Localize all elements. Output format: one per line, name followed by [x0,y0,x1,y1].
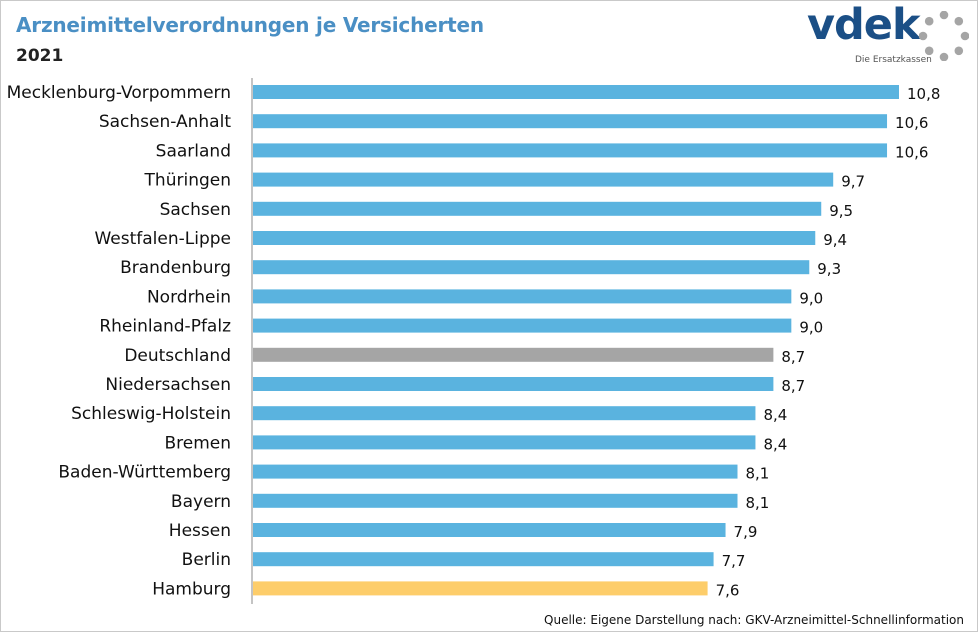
bar-12 [253,435,756,450]
category-label-11: Schleswig-Holstein [71,404,231,424]
value-label-11: 8,4 [763,406,787,424]
value-label-16: 7,7 [722,552,746,570]
category-label-0: Mecklenburg-Vorpommern [7,83,231,103]
category-label-15: Hessen [169,521,231,541]
value-label-4: 9,5 [829,202,853,220]
value-label-14: 8,1 [746,494,770,512]
bar-15 [253,523,726,537]
bar-4 [253,201,822,216]
category-label-2: Saarland [156,141,231,161]
category-label-10: Niedersachsen [105,375,231,395]
category-label-7: Nordrhein [147,287,231,307]
value-label-0: 10,8 [907,85,940,103]
value-label-5: 9,4 [823,231,847,249]
logo-ring-icon [919,11,969,61]
bar-16 [253,552,714,567]
category-label-9: Deutschland [124,346,231,366]
source-note: Quelle: Eigene Darstellung nach: GKV-Arz… [544,613,964,627]
value-label-9: 8,7 [781,348,805,366]
value-label-17: 7,6 [716,581,740,599]
bar-0 [253,85,899,99]
category-label-17: Hamburg [152,579,231,599]
category-label-13: Baden-Württemberg [58,463,231,483]
bar-11 [253,406,756,421]
value-label-12: 8,4 [763,435,787,453]
value-label-3: 9,7 [841,173,865,191]
category-label-3: Thüringen [144,171,231,191]
value-label-15: 7,9 [734,523,758,541]
bar-7 [253,289,792,304]
value-label-13: 8,1 [746,465,770,483]
bar-13 [253,464,738,479]
chart-title: Arzneimittelverordnungen je Versicherten [16,13,484,37]
category-label-16: Berlin [182,550,231,570]
value-label-8: 9,0 [799,319,823,337]
bar-8 [253,318,792,333]
chart-subtitle: 2021 [16,46,64,66]
value-label-2: 10,6 [895,143,928,161]
logo-wordmark: vdek [807,0,921,50]
bar-2 [253,143,888,158]
logo-tagline: Die Ersatzkassen [855,55,932,65]
bar-14 [253,493,738,508]
category-label-12: Bremen [164,433,231,453]
category-label-8: Rheinland-Pfalz [99,317,231,337]
category-label-1: Sachsen-Anhalt [99,112,231,132]
vdek-logo: vdek Die Ersatzkassen [805,0,970,70]
value-label-1: 10,6 [895,114,928,132]
category-label-4: Sachsen [160,200,231,220]
bar-9 [253,347,774,362]
value-label-7: 9,0 [799,289,823,307]
value-label-6: 9,3 [817,260,841,278]
bar-6 [253,260,810,275]
bar-10 [253,377,774,391]
category-label-6: Brandenburg [120,258,231,278]
bar-5 [253,231,816,245]
bar-3 [253,172,834,187]
value-label-10: 8,7 [781,377,805,395]
category-label-5: Westfalen-Lippe [94,229,231,249]
bar-17 [253,581,708,596]
bar-1 [253,114,888,129]
category-label-14: Bayern [171,492,231,512]
